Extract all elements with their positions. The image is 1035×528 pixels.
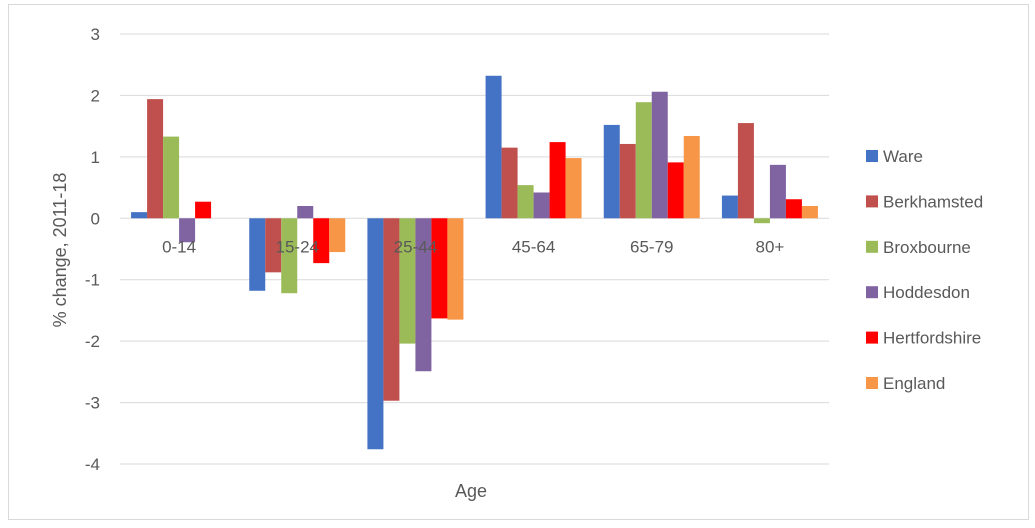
y-axis-title: % change, 2011-18 [50,173,70,328]
bar-hoddesdon-45-64 [533,192,550,219]
x-axis-categories: 0-14 15-24 25-44 45-64 65-79 80+ [162,237,784,256]
bar-england-80+ [801,206,818,219]
legend-swatch [866,195,878,208]
legend-label: Ware [883,147,923,166]
y-tick-label: -2 [85,332,100,351]
bar-broxbourne-25-44 [399,218,416,344]
x-category-label: 45-64 [512,237,555,256]
bar-england-65-79 [683,135,700,219]
y-tick-label: -1 [85,271,100,290]
bar-hertfordshire-0-14 [195,201,212,219]
bar-ware-45-64 [485,75,502,219]
bar-broxbourne-80+ [753,218,770,224]
legend-label: Hertfordshire [883,329,981,348]
bar-broxbourne-15-24 [281,218,298,294]
y-tick-label: 2 [91,86,100,105]
bar-ware-15-24 [249,218,266,291]
legend-swatch [866,150,878,162]
x-category-label: 25-44 [394,237,437,256]
bar-berkhamsted-0-14 [147,99,164,219]
bar-broxbourne-0-14 [163,136,180,219]
y-tick-label: 0 [91,209,100,228]
bar-hoddesdon-15-24 [297,206,314,219]
bar-broxbourne-65-79 [635,102,652,219]
legend: Ware Berkhamsted Broxbourne Hoddesdon Hertfo… [866,147,983,393]
legend-label: England [883,374,945,393]
bars [131,75,818,450]
bar-hoddesdon-0-14 [179,218,196,243]
bar-ware-0-14 [131,212,148,219]
bar-ware-65-79 [603,124,620,219]
bar-ware-80+ [721,195,738,219]
bar-hertfordshire-45-64 [549,142,566,219]
legend-swatch [866,240,878,253]
bar-hoddesdon-65-79 [651,91,668,219]
bar-england-45-64 [565,158,582,219]
y-tick-label: 1 [91,148,100,167]
bar-berkhamsted-25-44 [383,218,400,401]
bar-hertfordshire-80+ [785,199,802,219]
bar-england-15-24 [329,218,346,253]
y-axis-ticks: -4 -3 -2 -1 0 1 2 3 [85,25,100,474]
y-tick-label: 3 [91,25,100,44]
x-axis-title: Age [455,481,487,501]
bar-hoddesdon-25-44 [415,218,432,372]
gridlines [120,33,829,465]
x-category-label: 65-79 [630,237,673,256]
x-category-label: 80+ [755,237,784,256]
bar-berkhamsted-65-79 [619,143,636,219]
legend-label: Berkhamsted [883,192,983,211]
bar-hertfordshire-15-24 [313,218,330,264]
bar-hertfordshire-65-79 [667,162,684,219]
bar-england-25-44 [447,218,464,320]
bar-berkhamsted-80+ [737,123,754,219]
x-category-label: 15-24 [276,237,319,256]
legend-swatch [866,286,878,299]
bar-berkhamsted-45-64 [501,147,518,219]
legend-label: Hoddesdon [883,283,970,302]
legend-swatch [866,377,878,389]
bar-broxbourne-45-64 [517,185,534,219]
y-tick-label: -4 [85,455,100,474]
chart-area [8,4,1029,520]
bar-berkhamsted-15-24 [265,218,282,273]
bar-ware-25-44 [367,218,384,450]
x-category-label: 0-14 [162,237,196,256]
bar-hertfordshire-25-44 [431,218,448,319]
legend-swatch [866,331,878,344]
bar-hoddesdon-80+ [769,164,786,219]
legend-label: Broxbourne [883,238,971,257]
y-tick-label: -3 [85,394,100,413]
